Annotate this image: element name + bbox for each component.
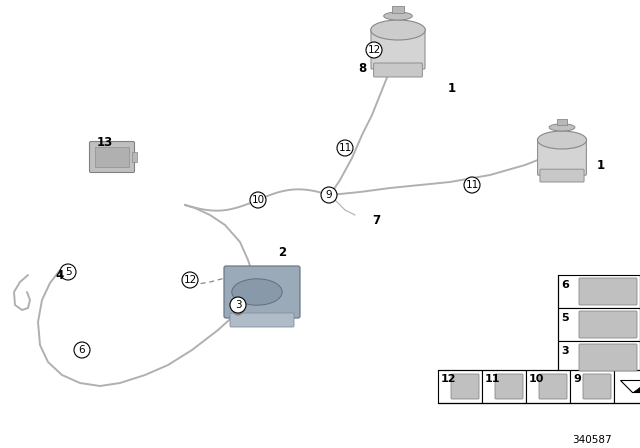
Text: 3: 3 bbox=[235, 300, 241, 310]
Circle shape bbox=[337, 140, 353, 156]
Text: 11: 11 bbox=[465, 180, 479, 190]
Bar bbox=[558, 308, 640, 341]
Bar bbox=[438, 370, 482, 403]
Text: 12: 12 bbox=[367, 45, 381, 55]
Text: 9: 9 bbox=[573, 374, 581, 384]
FancyBboxPatch shape bbox=[579, 278, 637, 305]
Circle shape bbox=[464, 177, 480, 193]
Text: 5: 5 bbox=[65, 267, 71, 277]
Text: 13: 13 bbox=[97, 135, 113, 148]
Circle shape bbox=[233, 305, 243, 315]
FancyBboxPatch shape bbox=[579, 344, 637, 371]
Bar bbox=[392, 6, 404, 13]
Ellipse shape bbox=[384, 12, 412, 20]
Ellipse shape bbox=[232, 279, 282, 305]
Text: 11: 11 bbox=[339, 143, 351, 153]
Text: 12: 12 bbox=[441, 374, 456, 384]
Bar bbox=[558, 341, 640, 374]
Text: 9: 9 bbox=[326, 190, 332, 200]
FancyBboxPatch shape bbox=[230, 313, 294, 327]
Text: 340587: 340587 bbox=[572, 435, 612, 445]
Text: 1: 1 bbox=[597, 159, 605, 172]
Ellipse shape bbox=[549, 124, 575, 131]
Text: 8: 8 bbox=[358, 61, 366, 74]
FancyBboxPatch shape bbox=[374, 63, 422, 77]
Circle shape bbox=[60, 264, 76, 280]
Bar bbox=[558, 275, 640, 308]
Text: 6: 6 bbox=[79, 345, 85, 355]
FancyBboxPatch shape bbox=[90, 142, 134, 172]
FancyBboxPatch shape bbox=[540, 169, 584, 182]
FancyBboxPatch shape bbox=[583, 374, 611, 399]
Circle shape bbox=[366, 42, 382, 58]
Bar bbox=[570, 370, 614, 403]
FancyBboxPatch shape bbox=[224, 266, 300, 318]
Circle shape bbox=[182, 272, 198, 288]
Bar bbox=[95, 147, 129, 167]
Bar bbox=[614, 370, 640, 403]
Bar bbox=[557, 119, 568, 125]
Text: 10: 10 bbox=[252, 195, 264, 205]
Circle shape bbox=[321, 187, 337, 203]
Text: 5: 5 bbox=[561, 313, 568, 323]
Bar bbox=[132, 152, 137, 162]
Text: 1: 1 bbox=[448, 82, 456, 95]
FancyBboxPatch shape bbox=[538, 139, 586, 175]
FancyBboxPatch shape bbox=[579, 311, 637, 338]
Bar bbox=[482, 370, 526, 403]
Circle shape bbox=[230, 297, 246, 313]
Ellipse shape bbox=[371, 20, 426, 40]
Text: 2: 2 bbox=[278, 246, 286, 258]
Text: 4: 4 bbox=[55, 268, 63, 281]
Circle shape bbox=[250, 192, 266, 208]
FancyBboxPatch shape bbox=[495, 374, 523, 399]
Text: 7: 7 bbox=[372, 214, 380, 227]
Text: 3: 3 bbox=[561, 346, 568, 356]
Text: 12: 12 bbox=[184, 275, 196, 285]
Bar bbox=[526, 370, 570, 403]
FancyBboxPatch shape bbox=[451, 374, 479, 399]
Text: 6: 6 bbox=[561, 280, 569, 290]
Circle shape bbox=[74, 342, 90, 358]
Text: 11: 11 bbox=[485, 374, 500, 384]
Ellipse shape bbox=[538, 131, 587, 149]
Polygon shape bbox=[620, 380, 640, 392]
Text: 10: 10 bbox=[529, 374, 545, 384]
FancyBboxPatch shape bbox=[539, 374, 567, 399]
FancyBboxPatch shape bbox=[371, 29, 425, 69]
Polygon shape bbox=[634, 380, 640, 392]
